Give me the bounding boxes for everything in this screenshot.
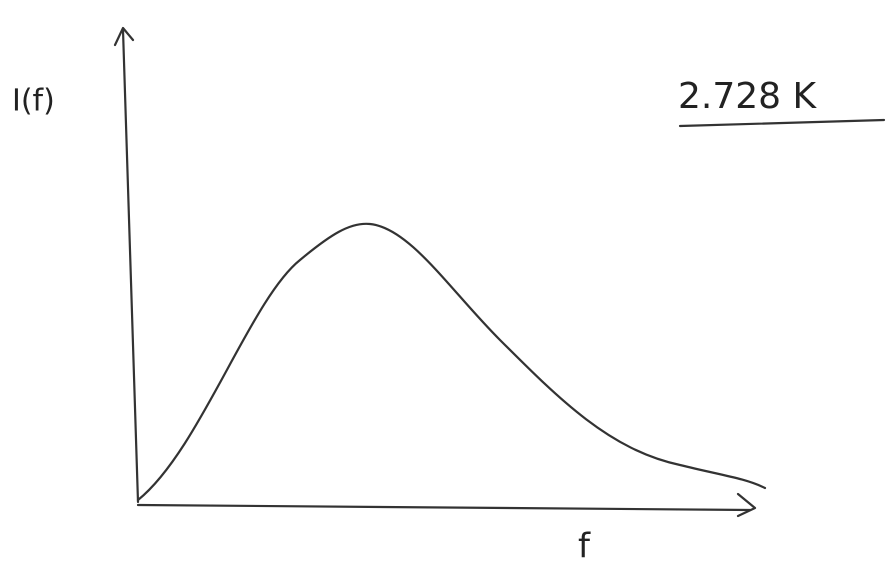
x-axis [138, 505, 750, 510]
spectrum-curve [138, 224, 765, 500]
page: {"labels": {"y_axis": "I(f)", "x_axis": … [0, 0, 889, 575]
y-axis-label: I(f) [12, 84, 55, 119]
temperature-label: 2.728 K [678, 76, 818, 117]
x-axis-label: f [578, 527, 591, 567]
sketch: I(f) f 2.728 K [0, 0, 889, 575]
temperature-underline [680, 120, 884, 126]
y-axis [123, 30, 138, 502]
x-axis-arrow [738, 494, 755, 516]
